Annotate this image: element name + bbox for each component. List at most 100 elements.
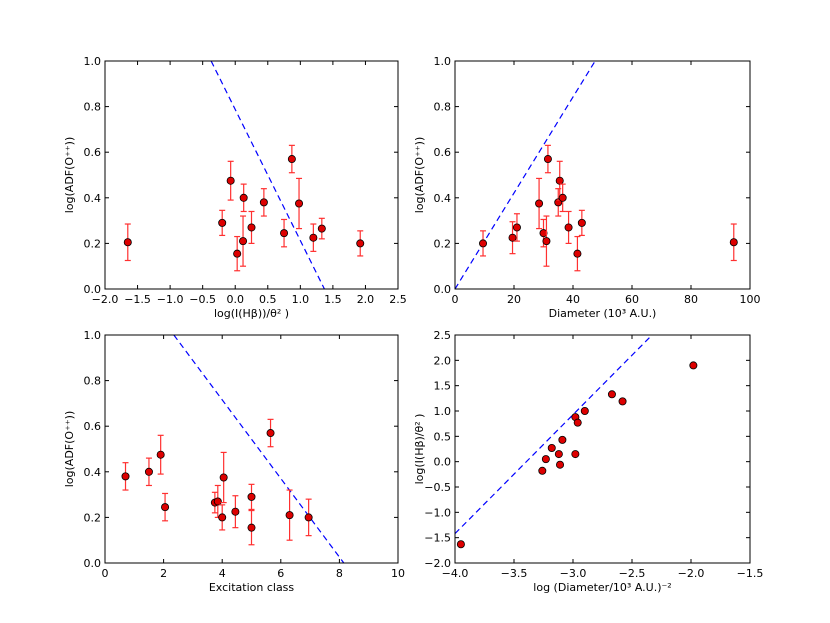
chart-panel-3: 0 2 4 6 8 10 0.0 0.2 0.4 0.6 0.8 1.0 Excitation clas… bbox=[63, 329, 405, 594]
data-point bbox=[535, 199, 544, 208]
data-point bbox=[226, 176, 235, 185]
x-tick-label: −1.5 bbox=[124, 293, 151, 306]
data-point bbox=[144, 467, 153, 476]
y-tick-label: 0.4 bbox=[84, 192, 102, 205]
x-tick-label: 6 bbox=[277, 567, 284, 580]
data-point bbox=[573, 418, 582, 427]
data-point bbox=[564, 223, 573, 232]
y-tick-label: 1.0 bbox=[84, 55, 102, 68]
x-tick-label: −1.5 bbox=[737, 567, 764, 580]
x-tick-label: 60 bbox=[625, 293, 639, 306]
x-tick-label: −3.0 bbox=[560, 567, 587, 580]
y-tick-label: 0.2 bbox=[84, 237, 102, 250]
data-point bbox=[123, 238, 132, 247]
y-tick-label: 0.0 bbox=[434, 456, 452, 469]
data-point bbox=[577, 218, 586, 227]
x-tick-label: −3.5 bbox=[501, 567, 528, 580]
data-point bbox=[558, 193, 567, 202]
y-tick-label: 1.5 bbox=[434, 380, 452, 393]
data-point bbox=[539, 229, 548, 238]
data-point bbox=[555, 176, 564, 185]
y-tick-label: 0.4 bbox=[84, 466, 102, 479]
y-tick-label: −2.0 bbox=[424, 557, 451, 570]
y-tick-label: 0.4 bbox=[434, 192, 452, 205]
x-tick-label: 0 bbox=[452, 293, 459, 306]
x-tick-label: 8 bbox=[336, 567, 343, 580]
data-point bbox=[317, 224, 326, 233]
data-point bbox=[121, 472, 130, 481]
data-point bbox=[239, 193, 248, 202]
data-point bbox=[247, 523, 256, 532]
y-tick-label: 1.0 bbox=[84, 329, 102, 342]
data-point bbox=[304, 513, 313, 522]
x-tick-label: 1.0 bbox=[292, 293, 310, 306]
x-axis-label: Excitation class bbox=[209, 581, 295, 594]
y-tick-label: 1.0 bbox=[434, 55, 452, 68]
data-point bbox=[479, 239, 488, 248]
data-point bbox=[239, 237, 248, 246]
fit-line bbox=[455, 335, 653, 535]
data-point bbox=[729, 238, 738, 247]
y-tick-label: 0.8 bbox=[84, 375, 102, 388]
data-point bbox=[309, 233, 318, 242]
y-tick-label: −0.5 bbox=[424, 481, 451, 494]
x-tick-label: 100 bbox=[740, 293, 761, 306]
data-point bbox=[266, 429, 275, 438]
x-axis-label: log(I(Hβ))/θ² ) bbox=[214, 307, 289, 320]
data-point bbox=[233, 249, 242, 258]
fit-line bbox=[455, 61, 596, 289]
x-tick-label: 4 bbox=[219, 567, 226, 580]
data-point bbox=[213, 497, 222, 506]
y-axis-label: log(I(Hβ)/θ² ) bbox=[413, 414, 426, 485]
fit-line bbox=[173, 335, 345, 563]
data-point bbox=[161, 503, 170, 512]
data-point bbox=[573, 249, 582, 258]
y-tick-label: 2.5 bbox=[434, 329, 452, 342]
x-tick-label: 20 bbox=[507, 293, 521, 306]
y-tick-label: 0.5 bbox=[434, 430, 452, 443]
x-tick-label: 0.5 bbox=[259, 293, 277, 306]
x-axis-label: log (Diameter/10³ A.U.)⁻² bbox=[533, 581, 671, 594]
data-point bbox=[218, 513, 227, 522]
y-tick-label: 0.0 bbox=[84, 283, 102, 296]
data-point bbox=[607, 390, 616, 399]
y-tick-label: 0.2 bbox=[84, 511, 102, 524]
x-tick-label: 2 bbox=[160, 567, 167, 580]
x-tick-label: −0.5 bbox=[189, 293, 216, 306]
data-point bbox=[580, 406, 589, 415]
y-tick-label: 1.0 bbox=[434, 405, 452, 418]
y-tick-label: 0.0 bbox=[84, 557, 102, 570]
chart-panel-2: 0 20 40 60 80 100 0.0 0.2 0.4 0.6 0.8 1.0 Diameter (… bbox=[413, 55, 761, 320]
y-tick-label: −1.5 bbox=[424, 532, 451, 545]
y-tick-label: 0.0 bbox=[434, 283, 452, 296]
y-axis-label: log(ADF(O⁺⁺)) bbox=[413, 137, 426, 214]
data-point bbox=[554, 450, 563, 459]
data-point bbox=[542, 237, 551, 246]
x-tick-label: −2.5 bbox=[619, 567, 646, 580]
y-tick-label: 0.8 bbox=[434, 101, 452, 114]
x-tick-label: 0 bbox=[102, 567, 109, 580]
y-tick-label: 0.6 bbox=[84, 420, 102, 433]
data-point bbox=[156, 450, 165, 459]
x-tick-label: 2.0 bbox=[357, 293, 375, 306]
x-tick-label: −2.0 bbox=[678, 567, 705, 580]
plot-frame bbox=[104, 334, 399, 564]
x-tick-label: 80 bbox=[684, 293, 698, 306]
data-point bbox=[247, 492, 256, 501]
data-point bbox=[231, 507, 240, 516]
data-point bbox=[556, 460, 565, 469]
data-point bbox=[571, 450, 580, 459]
y-axis-label: log(ADF(O⁺⁺)) bbox=[63, 137, 76, 214]
data-point bbox=[259, 198, 268, 207]
data-point bbox=[558, 435, 567, 444]
data-point bbox=[456, 540, 465, 549]
data-point bbox=[508, 233, 517, 242]
fit-line bbox=[210, 61, 325, 289]
data-point bbox=[295, 199, 304, 208]
plot-frame bbox=[104, 60, 399, 290]
data-point bbox=[689, 361, 698, 370]
data-point bbox=[280, 229, 289, 238]
data-point bbox=[541, 455, 550, 464]
data-point bbox=[247, 223, 256, 232]
